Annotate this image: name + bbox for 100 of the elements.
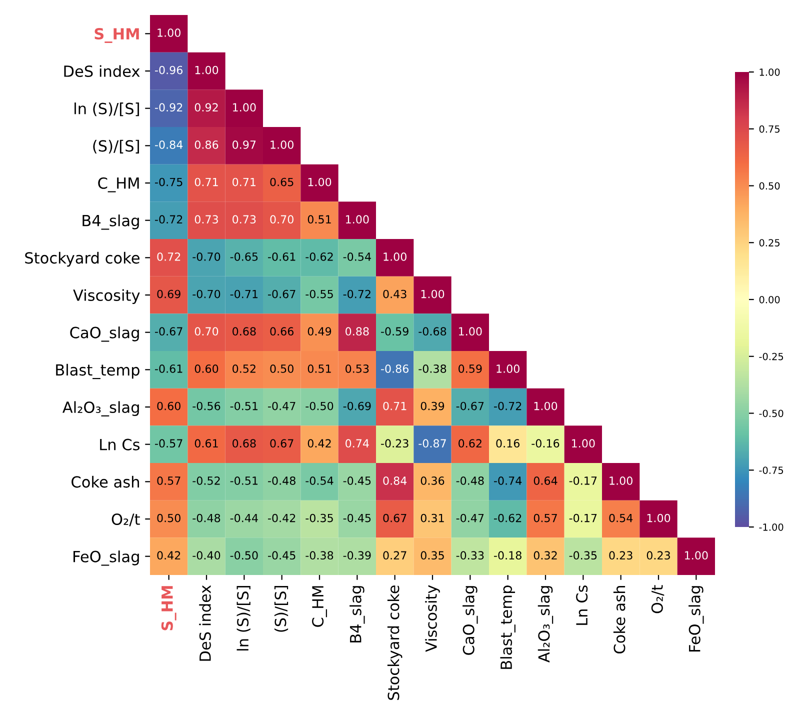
data-label: -0.57: [155, 439, 182, 448]
data-label: 1.00: [384, 252, 406, 261]
data-label: 0.51: [308, 215, 331, 224]
data-label: -0.38: [306, 551, 334, 560]
data-label: 0.72: [157, 252, 180, 261]
data-label: -0.75: [155, 178, 182, 186]
data-label: 1.00: [308, 178, 332, 186]
x-tick-label: Viscosity: [425, 585, 440, 652]
data-label: 0.49: [308, 327, 332, 336]
color-bar-label: -0.75: [759, 466, 784, 474]
color-bar-label: 1.00: [760, 68, 780, 76]
data-label: -0.35: [569, 551, 597, 560]
data-label: 1.00: [572, 439, 595, 448]
data-label: -0.69: [343, 402, 371, 410]
x-tick-label: C_HM: [312, 586, 327, 627]
y-tick-label: CaO_slag: [70, 326, 139, 342]
data-label: -0.48: [456, 476, 484, 485]
y-tick-label: Blast_temp: [56, 364, 140, 380]
data-label: 0.27: [383, 551, 406, 560]
y-tick-label: Coke ash: [72, 476, 139, 488]
data-label: 0.57: [534, 514, 557, 522]
data-label: 0.73: [194, 215, 218, 224]
data-label: -0.54: [343, 252, 371, 261]
x-tick-label: Blast_temp: [500, 586, 516, 669]
data-label: 0.70: [270, 215, 294, 224]
data-label: -0.51: [230, 476, 258, 485]
data-label: -0.50: [230, 551, 258, 560]
data-label: 1.00: [610, 476, 632, 485]
data-label: 0.16: [496, 439, 520, 448]
y-tick-label: Viscosity: [73, 289, 140, 304]
color-bar-label: -0.25: [759, 352, 784, 360]
data-label: 0.68: [232, 439, 256, 448]
data-label: 1.00: [233, 103, 256, 112]
x-tick-label: Stockyard coke: [387, 586, 402, 700]
data-label: 0.71: [232, 178, 256, 186]
y-tick-label: ln (S)/[S]: [74, 102, 139, 116]
data-label: -0.47: [456, 514, 484, 522]
data-label: -0.23: [381, 439, 408, 448]
y-tick-label: FeO_slag: [74, 550, 139, 566]
data-label: -0.45: [268, 551, 296, 560]
color-bar-label: 0.25: [759, 239, 780, 246]
data-label: 0.92: [194, 103, 218, 112]
data-label: -0.70: [192, 290, 220, 298]
data-label: 0.60: [157, 402, 180, 410]
data-label: 0.59: [458, 364, 482, 373]
x-tick-label: Coke ash: [613, 586, 626, 654]
data-label: 0.62: [458, 439, 482, 448]
data-label: 0.57: [157, 476, 180, 485]
color-bar-label: -1.00: [759, 523, 784, 531]
data-label: -0.16: [532, 439, 560, 448]
x-tick-label: Ln Cs: [576, 585, 588, 625]
x-tick-label: ln (S)/[S]: [236, 586, 250, 650]
data-label: 1.00: [158, 28, 180, 37]
data-label: -0.17: [569, 476, 597, 485]
data-label: 1.00: [647, 514, 670, 522]
data-label: 0.23: [609, 551, 632, 560]
data-label: 0.23: [646, 551, 670, 560]
y-tick-label: O₂/t: [112, 513, 140, 526]
data-label: -0.61: [268, 252, 296, 261]
y-tick-label: C_HM: [98, 177, 139, 192]
data-label: 1.00: [685, 551, 708, 560]
data-label: -0.48: [192, 514, 220, 522]
data-label: -0.35: [306, 514, 333, 522]
data-label: 0.86: [194, 140, 218, 149]
data-label: 0.65: [270, 178, 294, 186]
data-label: -0.71: [230, 290, 258, 298]
data-label: -0.62: [306, 252, 333, 261]
data-label: 0.50: [157, 514, 180, 522]
data-label: 1.00: [534, 402, 558, 410]
data-label: -0.86: [381, 364, 409, 373]
data-label: 0.70: [194, 327, 218, 336]
x-tick-label: S_HM: [161, 586, 176, 630]
x-tick-label: (S)/[S]: [274, 586, 288, 632]
data-label: 0.35: [420, 551, 444, 560]
data-label: 0.60: [194, 364, 218, 373]
data-label: -0.72: [494, 402, 522, 410]
data-label: -0.33: [456, 551, 484, 560]
data-label: 0.43: [383, 290, 406, 298]
data-label: -0.17: [569, 514, 597, 522]
y-tick-label: S_HM: [94, 28, 139, 43]
data-label: -0.67: [155, 327, 182, 336]
data-label: 0.51: [308, 364, 331, 373]
data-label: 1.00: [459, 327, 482, 336]
data-label: 0.42: [157, 551, 180, 560]
data-label: -0.44: [230, 514, 258, 522]
data-label: 0.53: [346, 364, 369, 373]
data-label: -0.92: [155, 103, 182, 112]
data-label: 1.00: [421, 290, 444, 298]
data-label: -0.54: [306, 476, 334, 485]
data-label: 0.74: [346, 439, 369, 448]
y-tick-label: Al₂O₃_slag: [62, 401, 139, 416]
data-label: 1.00: [270, 140, 294, 149]
x-tick-label: CaO_slag: [462, 586, 478, 655]
x-tick-label: B4_slag: [350, 586, 365, 642]
color-bar-label: 0.75: [759, 125, 780, 133]
data-label: 0.84: [383, 476, 407, 485]
data-label: -0.39: [343, 551, 371, 560]
data-label: -0.55: [306, 290, 333, 298]
data-label: -0.47: [268, 402, 296, 410]
data-label: -0.68: [418, 327, 446, 336]
